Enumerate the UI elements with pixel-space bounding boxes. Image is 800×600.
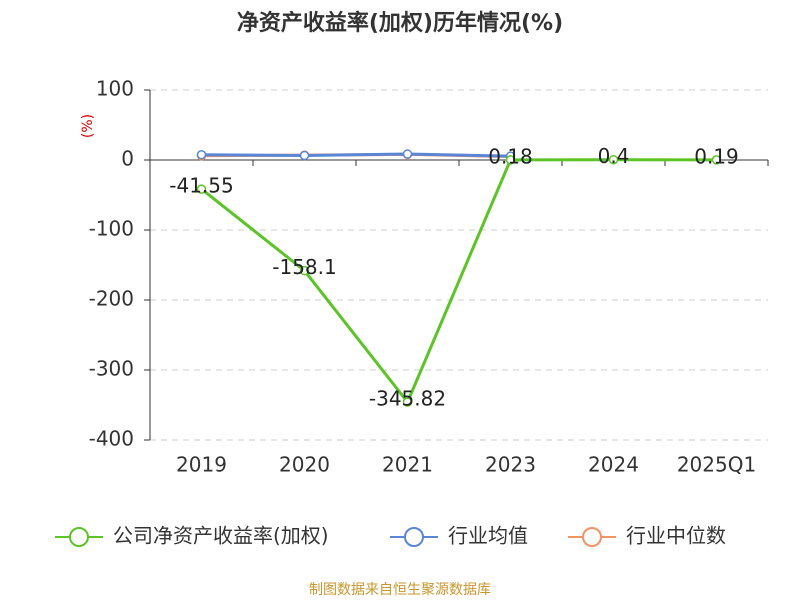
data-label: -41.55 <box>169 174 233 198</box>
x-tick-label: 2024 <box>588 453 639 477</box>
y-tick-label: 100 <box>96 77 134 101</box>
data-point <box>711 155 722 165</box>
data-point <box>402 397 413 407</box>
data-label: -158.1 <box>272 255 336 279</box>
legend-symbol <box>69 527 89 547</box>
x-tick-label: 2025Q1 <box>677 453 756 477</box>
legend-symbol <box>404 527 424 547</box>
x-tick-label: 2021 <box>382 453 433 477</box>
x-tick-label: 2023 <box>485 453 536 477</box>
data-label: -345.82 <box>369 387 446 411</box>
data-point <box>299 150 310 161</box>
legend-symbol <box>582 527 602 547</box>
chart-title: 净资产收益率(加权)历年情况(%) <box>237 10 563 36</box>
legend-label: 行业均值 <box>448 524 528 548</box>
data-point <box>196 150 207 160</box>
y-tick-label: -300 <box>89 357 134 381</box>
legend-label: 行业中位数 <box>626 524 726 548</box>
data-label: 0.19 <box>694 144 739 168</box>
data-label: 0.4 <box>598 144 630 168</box>
y-tick-label: -200 <box>89 287 134 311</box>
y-tick-label: -100 <box>89 217 134 241</box>
source-note: 制图数据来自恒生聚源数据库 <box>309 582 491 598</box>
y-tick-label: -400 <box>89 427 134 451</box>
x-tick-label: 2019 <box>176 453 227 477</box>
series-line <box>200 158 717 405</box>
legend-label: 公司净资产收益率(加权) <box>113 524 329 548</box>
series-line <box>201 152 511 158</box>
y-tick-label: 0 <box>121 147 134 171</box>
data-point <box>299 265 310 276</box>
data-point <box>196 184 207 194</box>
data-point <box>402 149 413 159</box>
data-label: 0.18 <box>488 144 533 168</box>
y-axis-label: (%) <box>80 114 96 138</box>
data-point <box>505 155 516 165</box>
data-point <box>608 154 619 165</box>
x-tick-label: 2020 <box>279 453 330 477</box>
